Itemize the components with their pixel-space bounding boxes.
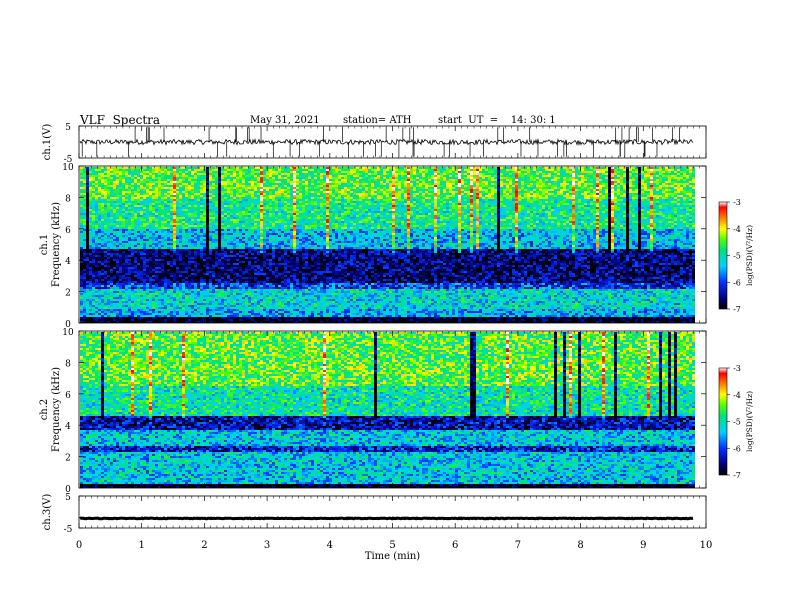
x-tick-label: 6 (452, 540, 458, 551)
x-tick-label: 7 (515, 540, 521, 551)
ch1-spectrogram-colorbar (719, 202, 727, 309)
ch1-spectrogram-ytick-label: 8 (65, 194, 71, 204)
ch3-waveform-ytick-label: -5 (64, 525, 73, 535)
ch2-spectrogram-colorbar-tick-label: -4 (733, 391, 741, 400)
ch1-waveform-ylabel: ch.1(V) (42, 124, 53, 161)
ch2-spectrogram-ytick-label: 6 (65, 391, 71, 401)
ch1-spectrogram-ytick-label: 2 (65, 289, 71, 299)
x-tick-label: 2 (201, 540, 207, 551)
ch2-spectrogram-ytick-label: 10 (62, 328, 74, 338)
x-tick-label: 1 (139, 540, 145, 551)
ch1-spectrogram-ytick-label: 10 (62, 163, 74, 173)
ch2-spectrogram-ytick-label: 8 (65, 359, 71, 369)
ch2-spectrogram-ytick-label: 4 (65, 422, 71, 432)
ch1-spectrogram-cells (80, 167, 695, 323)
x-axis-label: Time (min) (365, 551, 420, 562)
x-tick-label: 9 (640, 540, 646, 551)
ch1-waveform-ytick-label: 5 (65, 123, 71, 133)
ch3-waveform-ylabel: ch.3(V) (42, 494, 53, 531)
ch2-spectrogram-colorbar (719, 368, 727, 475)
ch1-spectrogram-colorbar-tick-label: -4 (733, 225, 741, 234)
ch1-spectrogram-colorbar-tick-label: -5 (733, 252, 741, 261)
ch2-spectrogram-colorbar-tick-label: -5 (733, 418, 741, 427)
x-tick-label: 8 (577, 540, 583, 551)
x-tick-label: 10 (700, 540, 713, 551)
ch2-spectrogram-cells (80, 332, 695, 488)
ch2-spectrogram-colorbar-tick-label: -6 (733, 444, 741, 453)
x-tick-label: 0 (76, 540, 82, 551)
ch1-spectrogram-ytick-label: 6 (65, 226, 71, 236)
x-tick-label: 5 (389, 540, 395, 551)
ch1-spectrogram-colorbar-tick-label: -3 (733, 198, 741, 207)
ch3-waveform-trace (80, 518, 693, 519)
ch2-spectrogram-colorbar-tick-label: -7 (733, 471, 741, 480)
ch1-spectrogram-ylabel: Frequency (kHz) (51, 202, 62, 287)
ch2-spectrogram-colorbar-label: log(PSD)(V²/Hz) (745, 391, 754, 452)
ch2-spectrogram-ytick-label: 2 (65, 454, 71, 464)
ch2-spectrogram-colorbar-tick-label: -3 (733, 364, 741, 373)
ch1-spectrogram-colorbar-label: log(PSD)(V²/Hz) (745, 225, 754, 286)
ch1-spectrogram-colorbar-tick-label: -6 (733, 278, 741, 287)
x-tick-label: 3 (264, 540, 270, 551)
ch1-spectrogram-channel-label: ch.1 (39, 234, 50, 256)
ch1-spectrogram-ytick-label: 4 (65, 257, 71, 267)
ch2-spectrogram-ylabel: Frequency (kHz) (51, 367, 62, 452)
ch3-waveform-ytick-label: 5 (65, 493, 71, 503)
ch2-spectrogram-channel-label: ch.2 (39, 399, 50, 421)
x-tick-label: 4 (327, 540, 333, 551)
ch1-spectrogram-colorbar-tick-label: -7 (733, 305, 741, 314)
